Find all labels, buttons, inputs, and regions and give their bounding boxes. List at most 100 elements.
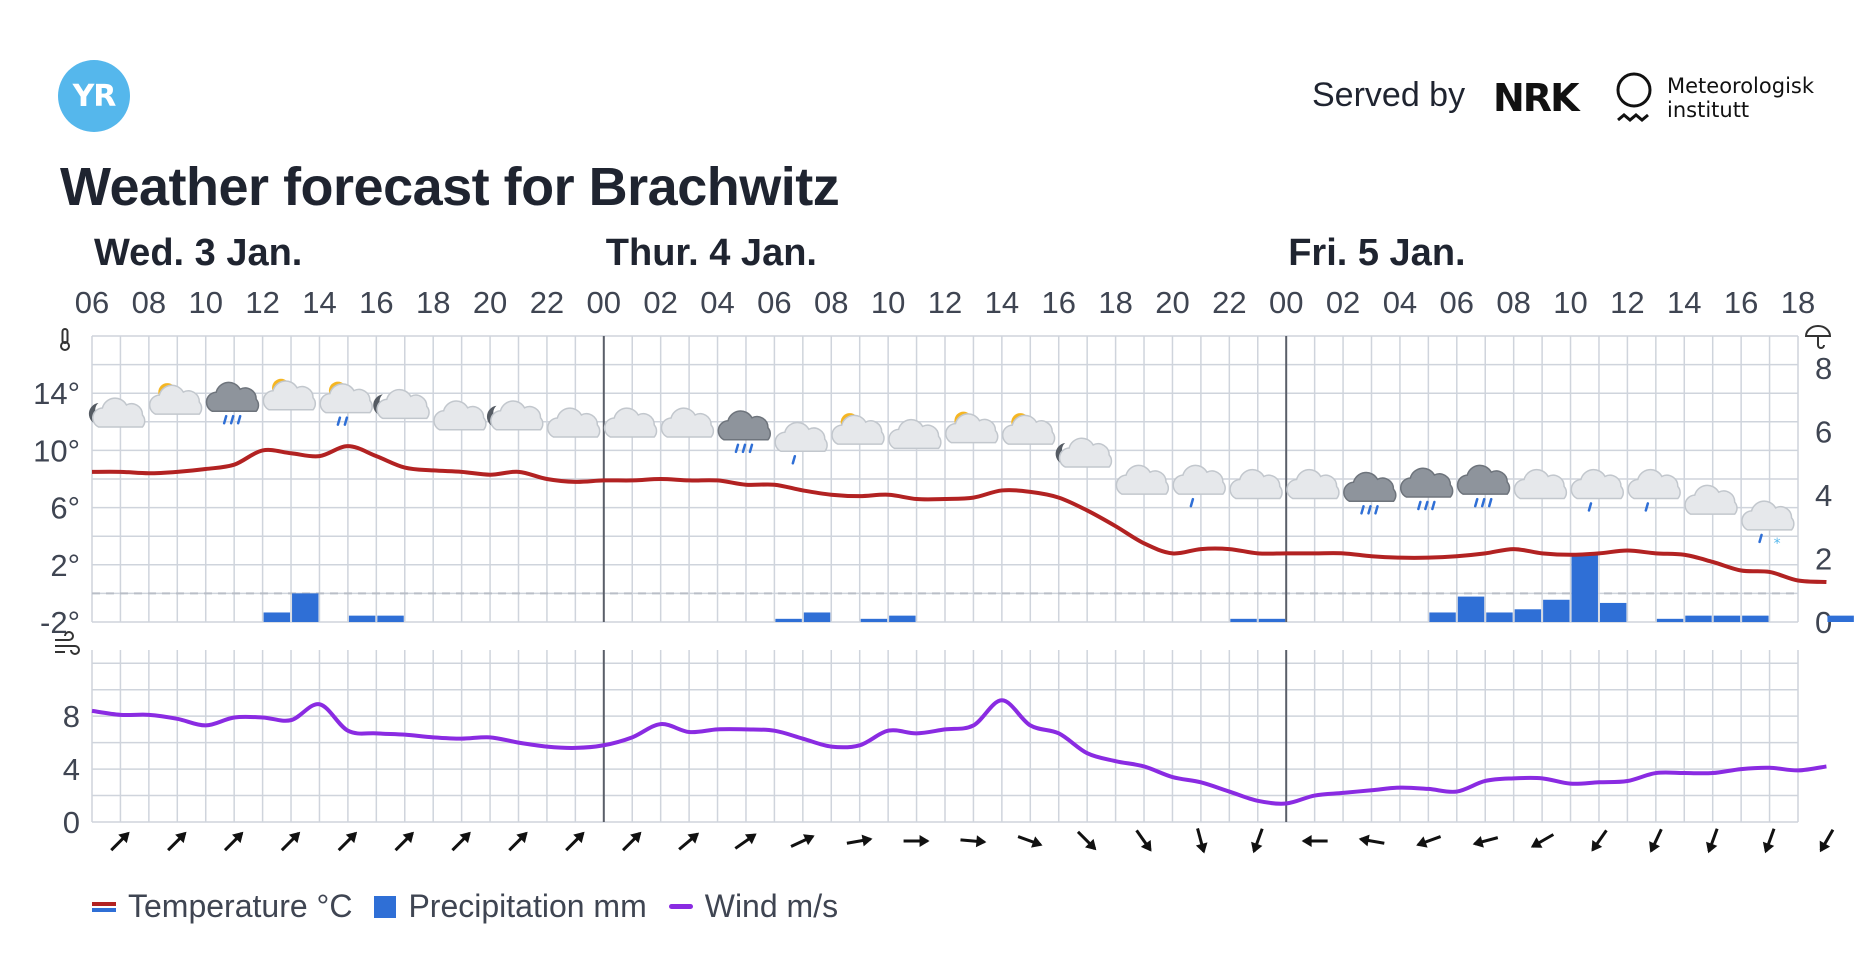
chart-legend: Temperature °C Precipitation mm Wind m/s bbox=[92, 888, 860, 925]
x-tick-label: 00 bbox=[587, 285, 621, 320]
x-tick-label: 16 bbox=[359, 285, 393, 320]
weather-symbol-cloudy-icon bbox=[888, 418, 942, 450]
wind-direction-arrow-icon bbox=[1706, 828, 1719, 854]
wind-direction-arrow-icon bbox=[734, 833, 757, 850]
served-by-label: Served by bbox=[1312, 76, 1466, 114]
legend-wind-label: Wind m/s bbox=[704, 888, 839, 924]
precipitation-bar bbox=[1742, 615, 1769, 622]
weather-symbol-rain-cloud-icon bbox=[1172, 464, 1226, 508]
weather-symbol-cloudy-icon bbox=[603, 407, 658, 438]
wind-direction-arrow-icon bbox=[1076, 830, 1097, 851]
wind-direction-arrow-icon bbox=[508, 831, 528, 852]
weather-symbol-partly-cloudy-night-icon bbox=[486, 400, 544, 431]
weather-symbol-partly-cloudy-night-icon bbox=[1055, 437, 1113, 468]
weather-symbol-rain-cloud-icon bbox=[1627, 468, 1681, 512]
weather-symbol-cloudy-icon bbox=[433, 400, 487, 431]
weather-symbol-cloudy-icon bbox=[1229, 468, 1283, 500]
wind-direction-arrow-icon bbox=[394, 831, 414, 852]
wind-direction-arrow-icon bbox=[337, 831, 358, 852]
legend-wind: Wind m/s bbox=[668, 888, 839, 925]
weather-symbol-partly-cloudy-day-icon bbox=[1001, 413, 1056, 445]
day-label: Fri. 5 Jan. bbox=[1288, 232, 1465, 274]
wind-direction-arrow-icon bbox=[565, 831, 585, 852]
precipitation-swatch bbox=[374, 895, 397, 918]
precipitation-tick-label: 8 bbox=[1815, 351, 1832, 386]
x-tick-label: 02 bbox=[643, 285, 677, 320]
x-tick-label: 04 bbox=[1383, 285, 1417, 320]
weather-symbol-partly-cloudy-day-icon bbox=[262, 378, 317, 411]
precipitation-bar bbox=[1514, 609, 1542, 622]
weather-symbol-cloudy-icon bbox=[660, 407, 715, 438]
day-label: Thur. 4 Jan. bbox=[606, 232, 817, 274]
wind-swatch bbox=[668, 904, 693, 909]
x-tick-label: 08 bbox=[1496, 285, 1530, 320]
x-tick-label: 06 bbox=[1440, 285, 1474, 320]
precipitation-bar bbox=[1685, 615, 1712, 622]
temperature-tick-label: 10° bbox=[33, 433, 80, 468]
x-tick-label: 12 bbox=[1610, 285, 1644, 320]
weather-symbol-cloudy-icon bbox=[547, 407, 601, 438]
x-tick-label: 14 bbox=[1667, 285, 1701, 320]
nrk-logo[interactable]: NRK bbox=[1493, 76, 1580, 120]
wind-direction-arrow-icon bbox=[903, 835, 930, 847]
thermometer-icon bbox=[60, 328, 70, 351]
x-tick-label: 08 bbox=[814, 285, 848, 320]
x-tick-label: 00 bbox=[1269, 285, 1303, 320]
wind-direction-arrow-icon bbox=[280, 831, 301, 852]
precipitation-tick-label: 4 bbox=[1815, 478, 1832, 513]
wind-line bbox=[91, 698, 1827, 806]
x-tick-label: 12 bbox=[928, 285, 962, 320]
weather-symbol-sleet-cloud-icon: * bbox=[1741, 500, 1795, 552]
weather-symbol-rain-heavy-cloud-icon bbox=[1456, 464, 1511, 508]
wind-direction-arrow-icon bbox=[1416, 835, 1442, 848]
weather-symbol-rain-heavy-cloud-icon bbox=[717, 410, 772, 454]
wind-direction-arrow-icon bbox=[1301, 835, 1328, 847]
wind-direction-arrow-icon bbox=[678, 832, 700, 851]
day-label: Wed. 3 Jan. bbox=[94, 232, 302, 274]
precipitation-bar bbox=[292, 593, 319, 622]
precipitation-tick-label: 0 bbox=[1815, 605, 1832, 640]
yr-logo[interactable]: YR bbox=[58, 60, 130, 132]
weather-symbol-partly-cloudy-night-icon bbox=[88, 397, 146, 428]
precipitation-bar bbox=[1571, 555, 1598, 622]
wind-direction-arrow-icon bbox=[846, 834, 873, 847]
x-tick-label: 16 bbox=[1041, 285, 1075, 320]
precipitation-bar bbox=[1457, 596, 1485, 622]
wind-direction-arrow-icon bbox=[790, 834, 815, 848]
weather-symbol-cloudy-icon bbox=[1684, 484, 1738, 515]
wind-direction-arrow-icon bbox=[1762, 828, 1776, 854]
wind-direction-arrow-icon bbox=[621, 831, 642, 852]
weather-symbol-partly-cloudy-day-icon bbox=[945, 411, 999, 444]
precipitation-bar bbox=[348, 615, 376, 622]
weather-symbol-rain-heavy-cloud-icon bbox=[205, 381, 260, 425]
temperature-line bbox=[91, 444, 1827, 584]
precipitation-tick-label: 6 bbox=[1815, 414, 1832, 449]
x-tick-label: 08 bbox=[132, 285, 166, 320]
met-line-1: Meteorologisk bbox=[1667, 74, 1815, 98]
weather-symbol-rain-cloud-icon bbox=[774, 421, 828, 465]
met-line-2: institutt bbox=[1667, 98, 1750, 122]
x-tick-label: 18 bbox=[416, 285, 450, 320]
precipitation-bar bbox=[1656, 618, 1684, 622]
precipitation-bar bbox=[1543, 599, 1570, 622]
met-institute-logo[interactable]: Meteorologisk institutt bbox=[1667, 74, 1814, 122]
x-tick-label: 06 bbox=[757, 285, 791, 320]
temperature-tick-label: 2° bbox=[50, 548, 80, 583]
x-tick-label: 12 bbox=[245, 285, 279, 320]
svg-text:*: * bbox=[1774, 536, 1781, 552]
weather-symbol-rain-cloud-icon bbox=[1570, 468, 1625, 512]
wind-direction-arrow-icon bbox=[1195, 828, 1208, 854]
wind-direction-arrow-icon bbox=[960, 835, 987, 848]
weather-symbol-cloudy-icon bbox=[1115, 464, 1170, 495]
yr-logo-text: YR bbox=[72, 78, 117, 114]
wind-tick-label: 8 bbox=[63, 699, 80, 734]
precipitation-bar bbox=[803, 612, 831, 622]
precipitation-bar bbox=[263, 612, 291, 622]
precipitation-bar bbox=[1713, 615, 1741, 622]
legend-precipitation-label: Precipitation mm bbox=[408, 888, 647, 924]
weather-symbol-partly-cloudy-night-icon bbox=[373, 388, 430, 420]
weather-symbol-partly-cloudy-day-icon bbox=[148, 383, 203, 415]
wind-direction-arrow-icon bbox=[167, 831, 187, 852]
x-tick-label: 16 bbox=[1724, 285, 1758, 320]
